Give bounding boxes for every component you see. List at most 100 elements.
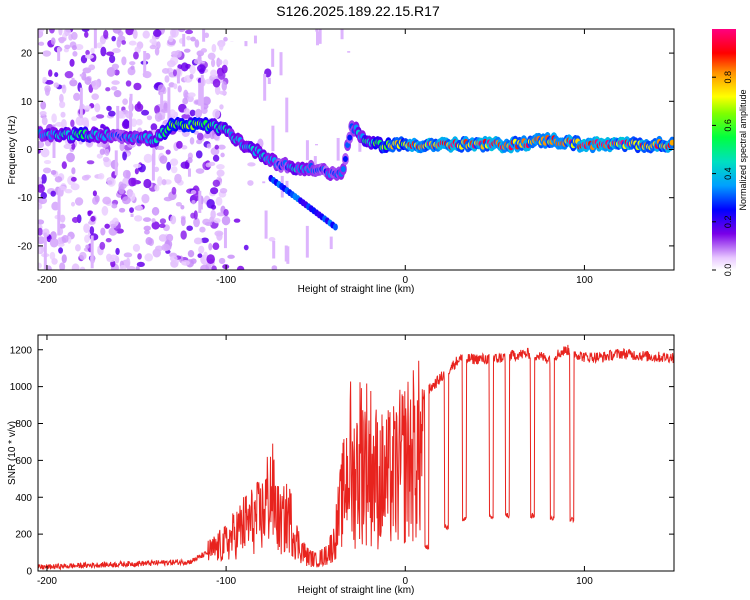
noise-speckle bbox=[215, 196, 223, 206]
noise-speckle bbox=[163, 196, 173, 202]
noise-speckle bbox=[200, 264, 210, 270]
noise-speckle bbox=[183, 48, 191, 53]
noise-speckle bbox=[38, 41, 45, 46]
noise-speckle bbox=[221, 64, 228, 74]
noise-speckle bbox=[110, 223, 117, 229]
noise-speckle bbox=[146, 115, 153, 121]
noise-speckle bbox=[268, 237, 276, 242]
noise-speckle bbox=[204, 221, 213, 227]
noise-speckle bbox=[75, 244, 81, 252]
noise-speckle bbox=[106, 67, 116, 77]
noise-speckle bbox=[150, 123, 158, 131]
x-tick-label: -200 bbox=[37, 275, 57, 286]
noise-speckle bbox=[189, 137, 195, 145]
noise-speckle bbox=[49, 237, 59, 248]
noise-speckle bbox=[149, 38, 157, 44]
noise-speckle bbox=[109, 54, 116, 64]
noise-speckle bbox=[122, 98, 128, 105]
noise-speckle bbox=[49, 29, 55, 34]
noise-speckle bbox=[169, 109, 176, 117]
noise-speckle bbox=[143, 225, 152, 231]
noise-speckle bbox=[64, 44, 71, 50]
colorbar-ticks: 0.0 0.2 0.4 0.6 0.8 bbox=[712, 71, 733, 276]
ridge-point bbox=[342, 156, 348, 163]
noise-speckle bbox=[87, 210, 93, 215]
noise-speckle bbox=[70, 119, 75, 128]
y-tick-label: 1200 bbox=[10, 345, 33, 356]
noise-speckle bbox=[112, 29, 122, 34]
spectrogram-marks bbox=[38, 29, 674, 270]
snr-panel: -200 -100 0 100 0 200 400 600 800 1000 1200 Heigh… bbox=[7, 334, 675, 596]
noise-speckle bbox=[110, 86, 118, 91]
noise-speckle bbox=[85, 244, 90, 249]
y-tick-label: 0 bbox=[26, 567, 32, 578]
noise-speckle bbox=[170, 166, 178, 174]
noise-speckle bbox=[51, 113, 57, 123]
y-tick-label: 0 bbox=[26, 145, 32, 156]
noise-speckle bbox=[42, 50, 52, 57]
noise-speckle bbox=[69, 58, 75, 67]
noise-speckle bbox=[136, 101, 142, 110]
noise-speckle bbox=[40, 101, 47, 110]
noise-speckle bbox=[186, 35, 191, 41]
noise-speckle bbox=[144, 253, 154, 262]
y-tick-label: 600 bbox=[15, 456, 32, 467]
noise-speckle bbox=[154, 105, 160, 115]
noise-speckle bbox=[100, 227, 106, 236]
noise-speckle bbox=[41, 116, 48, 126]
noise-speckle bbox=[143, 153, 153, 163]
noise-speckle bbox=[55, 121, 64, 127]
noise-speckle bbox=[227, 254, 235, 259]
noise-speckle bbox=[137, 253, 142, 260]
noise-speckle bbox=[118, 207, 126, 213]
noise-speckle bbox=[222, 59, 229, 67]
noise-speckle bbox=[132, 243, 141, 252]
noise-speckle bbox=[81, 175, 90, 181]
noise-speckle bbox=[87, 220, 96, 225]
x-tick-label: -100 bbox=[216, 275, 236, 286]
noise-speckle bbox=[212, 179, 221, 187]
noise-speckle bbox=[193, 210, 198, 220]
noise-speckle bbox=[180, 161, 190, 169]
noise-speckle bbox=[217, 71, 226, 80]
colorbar-label: Normalized spectral amplitude bbox=[738, 89, 748, 210]
noise-speckle bbox=[196, 132, 204, 141]
noise-speckle bbox=[71, 263, 80, 270]
noise-speckle bbox=[174, 173, 182, 184]
noise-speckle bbox=[125, 29, 135, 36]
noise-speckle bbox=[71, 216, 79, 223]
noise-speckle bbox=[195, 150, 203, 159]
snr-x-label: Height of straight line (km) bbox=[298, 585, 415, 596]
noise-speckle bbox=[50, 169, 57, 176]
noise-speckle bbox=[59, 101, 66, 109]
noise-speckle bbox=[113, 90, 122, 98]
noise-speckle bbox=[57, 237, 63, 245]
noise-speckle bbox=[202, 96, 211, 106]
noise-speckle bbox=[153, 209, 158, 216]
noise-speckle bbox=[154, 184, 160, 192]
noise-speckle bbox=[243, 244, 249, 251]
noise-speckle bbox=[38, 236, 46, 245]
noise-speckle bbox=[53, 82, 59, 88]
noise-speckle bbox=[177, 85, 182, 93]
noise-speckle bbox=[130, 118, 137, 127]
noise-speckle bbox=[130, 65, 135, 70]
noise-speckle bbox=[203, 251, 208, 260]
noise-speckle bbox=[58, 36, 67, 42]
noise-speckle bbox=[38, 227, 43, 236]
noise-speckle bbox=[170, 215, 177, 225]
noise-speckle bbox=[171, 50, 179, 56]
noise-speckle bbox=[85, 54, 94, 59]
noise-speckle bbox=[70, 31, 78, 40]
y-tick-label: -10 bbox=[18, 193, 33, 204]
noise-speckle bbox=[247, 162, 256, 167]
noise-speckle bbox=[121, 40, 127, 45]
noise-speckle bbox=[41, 174, 47, 184]
noise-speckle bbox=[71, 45, 77, 51]
noise-speckle bbox=[50, 190, 56, 197]
noise-speckle bbox=[207, 52, 216, 60]
noise-speckle bbox=[149, 44, 157, 50]
noise-speckle bbox=[121, 196, 131, 205]
y-tick-label: 800 bbox=[15, 419, 32, 430]
spectrogram-x-ticks: -200 -100 0 100 bbox=[37, 29, 593, 286]
